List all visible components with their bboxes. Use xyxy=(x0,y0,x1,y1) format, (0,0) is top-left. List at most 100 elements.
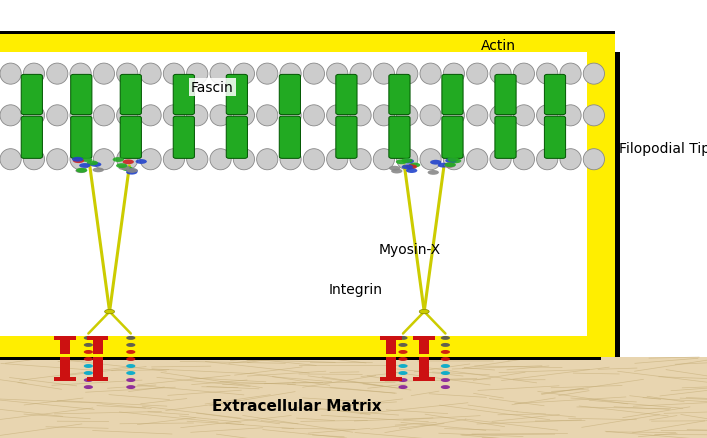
Ellipse shape xyxy=(140,64,161,85)
Ellipse shape xyxy=(84,343,93,347)
Ellipse shape xyxy=(537,106,558,127)
Ellipse shape xyxy=(441,364,450,368)
Ellipse shape xyxy=(93,168,104,173)
Ellipse shape xyxy=(441,336,450,340)
Ellipse shape xyxy=(303,64,325,85)
Ellipse shape xyxy=(397,149,418,170)
Ellipse shape xyxy=(84,385,93,389)
Bar xyxy=(386,357,396,377)
Ellipse shape xyxy=(47,64,68,85)
Ellipse shape xyxy=(280,106,301,127)
FancyBboxPatch shape xyxy=(226,75,247,115)
Text: Extracellular Matrix: Extracellular Matrix xyxy=(212,398,382,413)
Ellipse shape xyxy=(391,169,402,174)
Ellipse shape xyxy=(490,149,511,170)
Ellipse shape xyxy=(583,149,604,170)
Ellipse shape xyxy=(233,64,255,85)
Ellipse shape xyxy=(47,106,68,127)
Ellipse shape xyxy=(84,378,93,382)
Ellipse shape xyxy=(327,64,348,85)
Ellipse shape xyxy=(79,164,90,169)
Ellipse shape xyxy=(210,149,231,170)
Bar xyxy=(60,357,70,377)
Ellipse shape xyxy=(419,310,429,314)
Text: Integrin: Integrin xyxy=(329,282,382,296)
Ellipse shape xyxy=(441,371,450,375)
Ellipse shape xyxy=(233,149,255,170)
FancyBboxPatch shape xyxy=(495,117,516,159)
Ellipse shape xyxy=(23,64,45,85)
Ellipse shape xyxy=(116,164,127,169)
Ellipse shape xyxy=(126,170,137,175)
Ellipse shape xyxy=(430,160,441,165)
Ellipse shape xyxy=(0,64,21,85)
Ellipse shape xyxy=(441,378,450,382)
FancyBboxPatch shape xyxy=(544,117,566,159)
Bar xyxy=(0,336,601,357)
Ellipse shape xyxy=(450,159,461,164)
Ellipse shape xyxy=(537,64,558,85)
Bar xyxy=(0,333,601,360)
Bar xyxy=(582,53,620,357)
Ellipse shape xyxy=(398,371,407,375)
Ellipse shape xyxy=(84,350,93,354)
Ellipse shape xyxy=(112,158,124,162)
Ellipse shape xyxy=(163,106,185,127)
FancyBboxPatch shape xyxy=(71,117,92,159)
Ellipse shape xyxy=(445,163,456,168)
Ellipse shape xyxy=(126,385,135,389)
Ellipse shape xyxy=(389,166,400,171)
Ellipse shape xyxy=(70,149,91,170)
Ellipse shape xyxy=(210,64,231,85)
Text: Myosin-X: Myosin-X xyxy=(378,243,440,257)
Bar xyxy=(0,32,615,56)
FancyBboxPatch shape xyxy=(336,75,357,115)
Ellipse shape xyxy=(443,163,455,168)
Ellipse shape xyxy=(127,169,138,174)
Bar xyxy=(380,336,402,341)
Ellipse shape xyxy=(23,106,45,127)
FancyBboxPatch shape xyxy=(279,117,300,159)
Ellipse shape xyxy=(448,158,459,162)
Ellipse shape xyxy=(72,157,83,162)
Ellipse shape xyxy=(443,149,464,170)
Ellipse shape xyxy=(444,163,455,168)
Ellipse shape xyxy=(257,106,278,127)
Ellipse shape xyxy=(420,64,441,85)
Ellipse shape xyxy=(187,149,208,170)
Bar xyxy=(93,341,103,354)
Ellipse shape xyxy=(126,364,135,368)
Ellipse shape xyxy=(126,343,135,347)
Bar xyxy=(419,341,429,354)
Bar xyxy=(380,377,402,381)
Ellipse shape xyxy=(117,149,138,170)
Ellipse shape xyxy=(126,350,135,354)
FancyBboxPatch shape xyxy=(495,75,516,115)
Ellipse shape xyxy=(409,163,420,168)
FancyBboxPatch shape xyxy=(71,75,92,115)
Ellipse shape xyxy=(420,149,441,170)
Ellipse shape xyxy=(560,106,581,127)
Ellipse shape xyxy=(73,159,84,164)
FancyBboxPatch shape xyxy=(389,117,410,159)
Ellipse shape xyxy=(84,357,93,361)
Ellipse shape xyxy=(119,166,130,171)
Ellipse shape xyxy=(187,106,208,127)
Ellipse shape xyxy=(257,149,278,170)
Ellipse shape xyxy=(126,357,135,361)
Ellipse shape xyxy=(350,149,371,170)
Ellipse shape xyxy=(398,336,407,340)
Text: Fascin: Fascin xyxy=(191,81,233,95)
Ellipse shape xyxy=(126,378,135,382)
Ellipse shape xyxy=(537,149,558,170)
Ellipse shape xyxy=(47,149,68,170)
Bar xyxy=(0,35,615,53)
Text: Filopodial Tip: Filopodial Tip xyxy=(619,142,707,156)
Ellipse shape xyxy=(406,169,417,173)
Ellipse shape xyxy=(327,106,348,127)
FancyBboxPatch shape xyxy=(279,75,300,115)
Ellipse shape xyxy=(87,161,98,166)
Ellipse shape xyxy=(23,149,45,170)
FancyBboxPatch shape xyxy=(21,75,42,115)
Ellipse shape xyxy=(513,106,534,127)
